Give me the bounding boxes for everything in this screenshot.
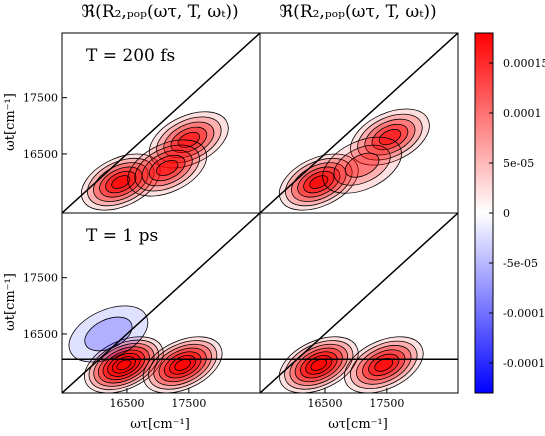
y-tick-label: 17500 bbox=[23, 272, 58, 285]
peak-contour bbox=[134, 144, 200, 192]
peak-contour bbox=[141, 149, 193, 187]
panel-title-right: ℜ(R₂,ₚₒₚ(ωτ, T, ωₜ)) bbox=[279, 2, 436, 22]
x-tick-label: 16500 bbox=[307, 397, 342, 410]
peak-contour bbox=[350, 108, 430, 166]
x-tick-label: 16500 bbox=[109, 397, 144, 410]
peak-contour bbox=[84, 316, 133, 352]
panel-frame bbox=[259, 212, 459, 394]
colorbar-tick-label: -0.0001 bbox=[503, 307, 545, 320]
x-axis-label-right: ωτ[cm⁻¹] bbox=[328, 417, 388, 432]
x-tick-label: 17500 bbox=[369, 397, 404, 410]
diagonal-line bbox=[62, 213, 260, 393]
x-axis-ticks: 16500 17500 16500 17500 bbox=[109, 388, 404, 410]
peak-contour bbox=[364, 118, 416, 156]
colorbar-tick-label: -0.00015 bbox=[503, 357, 545, 370]
colorbar-tick-label: -5e-05 bbox=[503, 257, 538, 270]
diagonal-line bbox=[260, 213, 458, 393]
peak-contour bbox=[127, 139, 207, 197]
peak-contour bbox=[116, 359, 132, 371]
heatmap-panel-top-right bbox=[259, 32, 459, 214]
colorbar-tick-label: 5e-05 bbox=[503, 157, 534, 170]
colorbar-ticks: 0.00015 0.0001 5e-05 0 -5e-05 -0.0001 -0.00015 bbox=[489, 57, 545, 370]
y-tick-label: 16500 bbox=[23, 328, 58, 341]
annotation-t-200fs: T = 200 fs bbox=[86, 46, 175, 66]
peak-contour bbox=[310, 358, 328, 371]
peak-contour bbox=[156, 159, 179, 177]
y-tick-label: 16500 bbox=[23, 148, 58, 161]
y-axis-label-bottom: ωt[cm⁻¹] bbox=[3, 273, 18, 331]
peak-contour bbox=[378, 129, 402, 146]
peak-contour bbox=[111, 175, 131, 189]
panel-title-left: ℜ(R₂,ₚₒₚ(ωτ, T, ωₜ)) bbox=[81, 2, 238, 22]
peak-contour bbox=[322, 136, 402, 194]
annotation-t-1ps: T = 1 ps bbox=[86, 226, 158, 246]
heatmap-panel-bottom-right bbox=[259, 212, 459, 394]
peak-contour bbox=[309, 175, 329, 189]
peak-contour bbox=[344, 152, 380, 178]
diagonal-line bbox=[260, 33, 458, 213]
diagonal-line bbox=[62, 33, 260, 213]
peak-contour bbox=[174, 358, 191, 371]
x-tick-label: 17500 bbox=[171, 397, 206, 410]
colorbar-tick-label: 0 bbox=[503, 207, 510, 220]
peak-contour bbox=[357, 113, 423, 161]
heatmap-panel-bottom-left bbox=[61, 212, 261, 394]
y-axis-label-top: ωt[cm⁻¹] bbox=[3, 93, 18, 151]
colorbar-tick-label: 0.00015 bbox=[503, 57, 545, 70]
y-axis-ticks: 16500 17500 16500 17500 bbox=[23, 92, 67, 341]
colorbar-tick-label: 0.0001 bbox=[503, 107, 542, 120]
y-tick-label: 17500 bbox=[23, 92, 58, 105]
heatmap-panel-top-left bbox=[61, 32, 261, 214]
x-axis-label-left: ωτ[cm⁻¹] bbox=[130, 417, 190, 432]
